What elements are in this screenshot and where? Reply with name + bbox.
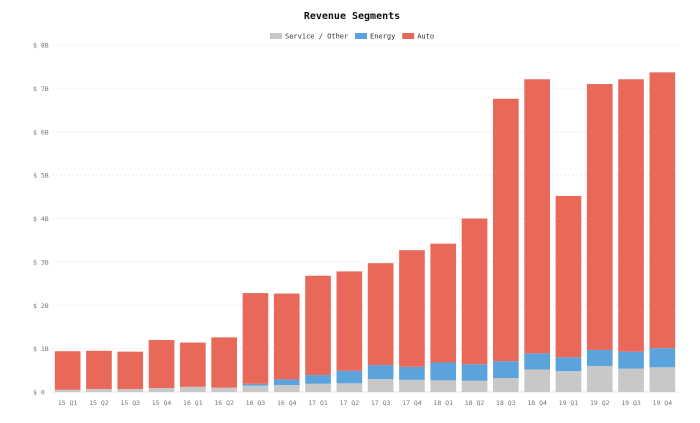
x-tick-label-9: 17 Q2 bbox=[340, 399, 360, 407]
bar-18-q4-series-0 bbox=[524, 369, 550, 392]
bar-19-q3-series-1 bbox=[618, 351, 644, 369]
bar-15-q4-series-2 bbox=[148, 339, 175, 389]
bar-19-q3-series-2 bbox=[618, 79, 644, 352]
x-tick-label-8: 17 Q1 bbox=[308, 399, 328, 407]
bar-16-q1-series-0 bbox=[180, 386, 206, 392]
x-tick-label-15: 18 Q4 bbox=[527, 399, 547, 407]
bar-17-q4-series-2 bbox=[399, 250, 425, 367]
bar-19-q4-series-1 bbox=[649, 348, 676, 368]
y-tick-label-8: $ 8B bbox=[33, 42, 49, 50]
bar-15-q3-series-2 bbox=[117, 351, 144, 389]
bar-18-q2-series-2 bbox=[461, 218, 488, 365]
bar-19-q2-series-1 bbox=[586, 349, 613, 366]
bar-17-q3-series-1 bbox=[367, 365, 394, 379]
legend: Service / Other Energy Auto bbox=[270, 33, 434, 41]
bar-19-q1-series-0 bbox=[555, 371, 582, 392]
x-tick-label-3: 15 Q4 bbox=[152, 399, 172, 407]
bar-17-q4-series-0 bbox=[399, 379, 425, 392]
bar-16-q4-series-1 bbox=[273, 379, 300, 386]
y-tick-label-4: $ 4B bbox=[33, 215, 49, 223]
bar-15-q1-series-0 bbox=[54, 389, 81, 392]
bar-16-q2-series-0 bbox=[211, 387, 237, 392]
x-tick-label-6: 16 Q3 bbox=[246, 399, 266, 407]
bar-16-q4-series-2 bbox=[273, 293, 300, 380]
bar-18-q1-series-1 bbox=[430, 362, 457, 381]
x-tick-label-10: 17 Q3 bbox=[371, 399, 391, 407]
bar-17-q1-series-0 bbox=[305, 383, 331, 392]
legend-swatch-0 bbox=[270, 33, 282, 39]
bar-15-q2-series-0 bbox=[86, 388, 112, 392]
bar-16-q2-series-2 bbox=[211, 337, 237, 388]
bar-15-q4-series-0 bbox=[148, 388, 175, 392]
bar-18-q1-series-0 bbox=[430, 380, 457, 392]
bar-18-q4-series-1 bbox=[524, 353, 550, 370]
bar-16-q3-series-1 bbox=[242, 383, 269, 386]
y-tick-label-3: $ 3B bbox=[33, 258, 49, 266]
bar-18-q2-series-0 bbox=[461, 380, 488, 392]
bar-19-q1-series-2 bbox=[555, 195, 582, 358]
x-tick-label-2: 15 Q3 bbox=[120, 399, 140, 407]
y-tick-label-2: $ 2B bbox=[33, 302, 49, 310]
x-tick-label-14: 18 Q3 bbox=[496, 399, 516, 407]
bar-18-q3-series-0 bbox=[493, 378, 519, 392]
x-tick-label-18: 19 Q3 bbox=[621, 399, 641, 407]
x-tick-label-0: 15 Q1 bbox=[58, 399, 78, 407]
y-tick-label-1: $ 1B bbox=[33, 345, 49, 353]
bar-17-q1-series-1 bbox=[305, 375, 331, 384]
chart-title: Revenue Segments bbox=[304, 11, 400, 22]
x-tick-label-7: 16 Q4 bbox=[277, 399, 297, 407]
bar-15-q2-series-2 bbox=[86, 350, 112, 389]
bar-18-q3-series-1 bbox=[493, 361, 519, 379]
bar-17-q2-series-1 bbox=[336, 370, 363, 384]
bar-19-q4-series-0 bbox=[649, 367, 676, 392]
bar-18-q2-series-1 bbox=[461, 364, 488, 381]
bar-19-q2-series-0 bbox=[586, 365, 613, 392]
x-tick-label-12: 18 Q1 bbox=[433, 399, 453, 407]
y-axis: $ 0 $ 1B $ 2B $ 3B $ 4B $ 5B $ 6B $ 7B $ 8B bbox=[33, 42, 49, 397]
bar-17-q3-series-0 bbox=[367, 378, 394, 392]
x-tick-label-4: 16 Q1 bbox=[183, 399, 203, 407]
bar-15-q1-series-2 bbox=[54, 351, 81, 390]
legend-label-0: Service / Other bbox=[285, 33, 348, 41]
x-axis: 15 Q1 15 Q2 15 Q3 15 Q4 16 Q1 16 Q2 16 Q3 16 Q4… bbox=[58, 399, 672, 407]
x-tick-label-1: 15 Q2 bbox=[89, 399, 109, 407]
bar-17-q3-series-2 bbox=[367, 263, 394, 366]
legend-label-1: Energy bbox=[370, 33, 395, 41]
y-tick-label-6: $ 6B bbox=[33, 128, 49, 136]
x-tick-label-19: 19 Q4 bbox=[653, 399, 673, 407]
legend-swatch-1 bbox=[355, 33, 367, 39]
bars bbox=[54, 72, 676, 392]
legend-swatch-2 bbox=[402, 33, 415, 39]
bar-18-q4-series-2 bbox=[524, 79, 550, 354]
x-tick-label-13: 18 Q2 bbox=[465, 399, 485, 407]
y-tick-label-0: $ 0 bbox=[33, 389, 45, 397]
x-tick-label-11: 17 Q4 bbox=[402, 399, 422, 407]
bar-17-q4-series-1 bbox=[399, 366, 425, 380]
bar-16-q4-series-0 bbox=[273, 385, 300, 392]
y-tick-label-7: $ 7B bbox=[33, 85, 49, 93]
x-tick-label-5: 16 Q2 bbox=[214, 399, 234, 407]
bar-17-q1-series-2 bbox=[305, 275, 331, 376]
bar-19-q4-series-2 bbox=[649, 72, 676, 349]
bar-16-q3-series-2 bbox=[242, 293, 269, 384]
bar-19-q2-series-2 bbox=[586, 84, 613, 350]
bar-16-q3-series-0 bbox=[242, 385, 269, 392]
bar-17-q2-series-2 bbox=[336, 271, 363, 371]
bar-19-q3-series-0 bbox=[618, 368, 644, 392]
y-tick-label-5: $ 5B bbox=[33, 172, 49, 180]
x-tick-label-17: 19 Q2 bbox=[590, 399, 610, 407]
bar-18-q3-series-2 bbox=[493, 98, 519, 362]
bar-15-q3-series-0 bbox=[117, 388, 144, 392]
bar-16-q1-series-2 bbox=[180, 342, 206, 387]
gridlines bbox=[52, 44, 678, 393]
legend-label-2: Auto bbox=[417, 33, 434, 41]
bar-17-q2-series-0 bbox=[336, 383, 363, 392]
bar-18-q1-series-2 bbox=[430, 243, 457, 363]
x-tick-label-16: 19 Q1 bbox=[559, 399, 579, 407]
bar-19-q1-series-1 bbox=[555, 357, 582, 372]
